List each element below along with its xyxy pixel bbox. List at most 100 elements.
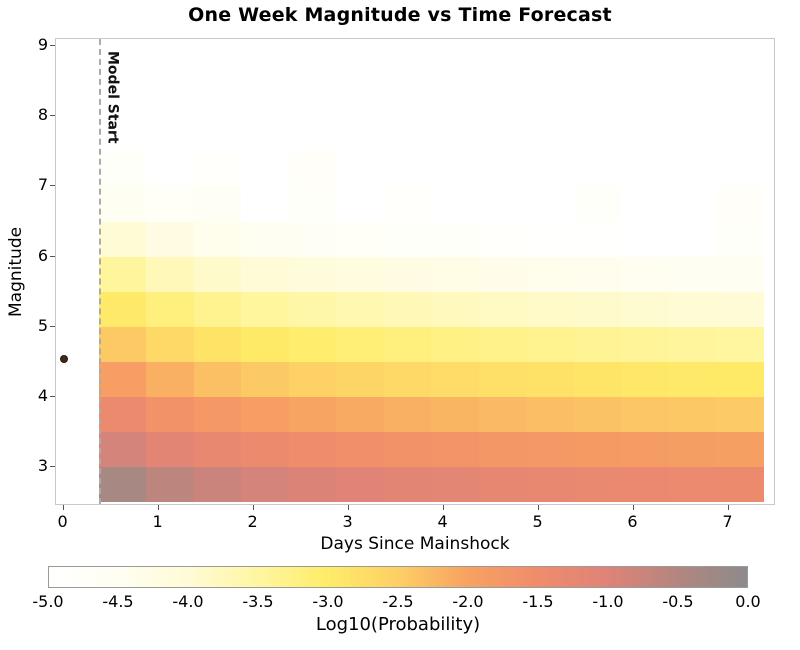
heatmap-cell <box>621 292 669 327</box>
heatmap-cell <box>194 257 241 292</box>
heatmap-cell <box>146 222 194 257</box>
heatmap-cell <box>241 432 289 467</box>
heatmap-cell <box>289 362 336 397</box>
colorbar-tick-label: -5.0 <box>32 592 64 611</box>
heatmap-cell <box>621 362 669 397</box>
colorbar-tick-label: -1.0 <box>592 592 624 611</box>
heatmap-cell <box>621 257 669 292</box>
heatmap-cell <box>716 467 764 502</box>
heatmap-cell <box>336 362 384 397</box>
heatmap-cell <box>289 186 336 222</box>
y-tick-mark <box>50 325 55 327</box>
heatmap-cell <box>289 467 336 502</box>
heatmap-cell <box>716 222 764 257</box>
heatmap-cell <box>99 397 146 432</box>
heatmap-cell <box>479 257 526 292</box>
x-axis-title: Days Since Mainshock <box>320 534 510 554</box>
heatmap-cell <box>194 327 241 362</box>
heatmap-cell <box>669 292 716 327</box>
heatmap-cell <box>574 292 621 327</box>
heatmap-cell <box>479 397 526 432</box>
heatmap-cell <box>716 257 764 292</box>
heatmap-cell <box>526 467 574 502</box>
heatmap-cell <box>146 186 194 222</box>
heatmap-cell <box>574 222 621 257</box>
heatmap-cell <box>384 222 431 257</box>
heatmap-cell <box>336 222 384 257</box>
heatmap-cell <box>289 222 336 257</box>
heatmap-cell <box>431 467 479 502</box>
x-tick-mark <box>62 505 64 510</box>
heatmap-cell <box>146 257 194 292</box>
heatmap-cell <box>384 362 431 397</box>
x-tick-mark <box>442 505 444 510</box>
heatmap-cell <box>241 397 289 432</box>
y-tick-mark <box>50 396 55 398</box>
heatmap-cell <box>479 467 526 502</box>
heatmap-cell <box>669 432 716 467</box>
heatmap-cell <box>99 151 146 186</box>
heatmap-cell <box>289 151 336 186</box>
heatmap-cell <box>621 397 669 432</box>
heatmap-cell <box>431 432 479 467</box>
heatmap-cell <box>526 222 574 257</box>
x-tick-label: 7 <box>722 512 733 531</box>
heatmap-cell <box>99 432 146 467</box>
x-tick-mark <box>632 505 634 510</box>
colorbar-tick-label: -3.0 <box>312 592 344 611</box>
heatmap-cell <box>384 186 431 222</box>
heatmap-cell <box>146 362 194 397</box>
x-tick-mark <box>157 505 159 510</box>
y-tick-label: 4 <box>37 386 48 406</box>
heatmap-cell <box>336 327 384 362</box>
y-tick-label: 9 <box>37 35 48 55</box>
heatmap-cell <box>99 327 146 362</box>
heatmap-cell <box>716 186 764 222</box>
colorbar-gradient <box>48 566 748 588</box>
heatmap-cell <box>526 397 574 432</box>
heatmap-cell <box>194 467 241 502</box>
y-tick-mark <box>50 255 55 257</box>
heatmap-cell <box>336 467 384 502</box>
y-tick-mark <box>50 185 55 187</box>
heatmap-cell <box>716 292 764 327</box>
heatmap-cell <box>669 222 716 257</box>
x-tick-label: 2 <box>247 512 258 531</box>
heatmap-cell <box>574 362 621 397</box>
heatmap-cell <box>194 186 241 222</box>
colorbar-tick-label: -1.5 <box>522 592 554 611</box>
heatmap-cell <box>479 327 526 362</box>
heatmap-cell <box>384 292 431 327</box>
heatmap-cell <box>574 257 621 292</box>
x-tick-mark <box>252 505 254 510</box>
heatmap-cell <box>526 292 574 327</box>
heatmap-cell <box>336 292 384 327</box>
heatmap-cell <box>621 327 669 362</box>
x-tick-mark <box>537 505 539 510</box>
heatmap-cell <box>479 362 526 397</box>
heatmap-cell <box>574 467 621 502</box>
colorbar-tick-label: -4.0 <box>172 592 204 611</box>
heatmap-cell <box>384 257 431 292</box>
x-tick-label: 3 <box>342 512 353 531</box>
heatmap-cell <box>194 432 241 467</box>
heatmap-cell <box>574 186 621 222</box>
heatmap-cell <box>241 292 289 327</box>
heatmap-cell <box>669 362 716 397</box>
heatmap-cell <box>241 327 289 362</box>
y-tick-mark <box>50 115 55 117</box>
heatmap-cell <box>621 432 669 467</box>
heatmap-cell <box>574 397 621 432</box>
y-tick-mark <box>50 466 55 468</box>
heatmap-cell <box>526 327 574 362</box>
heatmap-cell <box>574 327 621 362</box>
heatmap-cell <box>669 327 716 362</box>
colorbar-title: Log10(Probability) <box>315 614 481 635</box>
heatmap-cell <box>194 151 241 186</box>
y-tick-mark <box>50 45 55 47</box>
y-tick-label: 7 <box>37 175 48 195</box>
heatmap-cell <box>669 467 716 502</box>
heatmap-cell <box>194 397 241 432</box>
heatmap-cell <box>99 186 146 222</box>
